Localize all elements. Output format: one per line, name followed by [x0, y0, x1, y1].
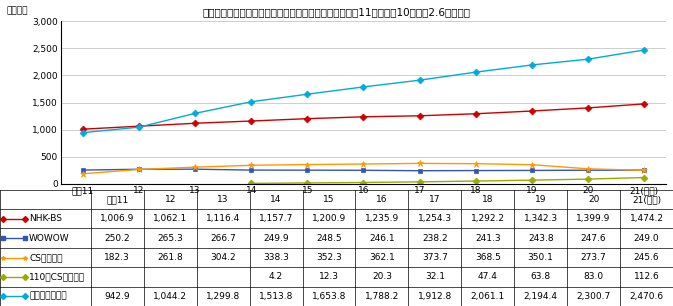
Text: 衛星放送全体では継続的に増加。ケーブルテレビは平成11年からの10年間で2.6倍と拡大: 衛星放送全体では継続的に増加。ケーブルテレビは平成11年からの10年間で2.6倍… [203, 8, 470, 18]
Text: （万件）: （万件） [6, 6, 28, 15]
Text: 110度CSデジタル: 110度CSデジタル [29, 272, 85, 282]
Text: 304.2: 304.2 [211, 253, 236, 262]
Text: 373.7: 373.7 [422, 253, 448, 262]
Text: 18: 18 [482, 195, 493, 204]
Text: 平成11: 平成11 [106, 195, 129, 204]
Text: 16: 16 [376, 195, 388, 204]
Text: 238.2: 238.2 [422, 234, 448, 243]
Text: 266.7: 266.7 [210, 234, 236, 243]
Text: 245.6: 245.6 [634, 253, 660, 262]
Text: 1,912.8: 1,912.8 [418, 292, 452, 301]
Text: 47.4: 47.4 [478, 272, 498, 282]
Text: 1,044.2: 1,044.2 [153, 292, 187, 301]
Text: 19: 19 [535, 195, 546, 204]
Text: 1,513.8: 1,513.8 [259, 292, 293, 301]
Text: 352.3: 352.3 [316, 253, 342, 262]
Text: 1,653.8: 1,653.8 [312, 292, 346, 301]
Text: ケーブルテレビ: ケーブルテレビ [29, 292, 67, 301]
Text: 83.0: 83.0 [583, 272, 604, 282]
Text: 1,235.9: 1,235.9 [365, 214, 399, 223]
Text: 2,300.7: 2,300.7 [577, 292, 610, 301]
Text: 20: 20 [588, 195, 599, 204]
Text: 182.3: 182.3 [104, 253, 130, 262]
Text: 12: 12 [165, 195, 176, 204]
Text: 350.1: 350.1 [528, 253, 554, 262]
Text: 338.3: 338.3 [263, 253, 289, 262]
Text: 250.2: 250.2 [104, 234, 130, 243]
Text: 1,200.9: 1,200.9 [312, 214, 346, 223]
Text: 1,116.4: 1,116.4 [206, 214, 240, 223]
Text: 1,342.3: 1,342.3 [524, 214, 558, 223]
Text: 1,254.3: 1,254.3 [418, 214, 452, 223]
Text: 12.3: 12.3 [319, 272, 339, 282]
Text: 247.6: 247.6 [581, 234, 606, 243]
Text: 273.7: 273.7 [581, 253, 606, 262]
Text: 1,399.9: 1,399.9 [577, 214, 611, 223]
Text: 2,470.6: 2,470.6 [629, 292, 664, 301]
Text: 249.9: 249.9 [263, 234, 289, 243]
Text: 17: 17 [429, 195, 441, 204]
Text: CSデジタル: CSデジタル [29, 253, 63, 262]
Text: 21(年度): 21(年度) [632, 195, 661, 204]
Text: 942.9: 942.9 [104, 292, 130, 301]
Text: 241.3: 241.3 [475, 234, 501, 243]
Text: 15: 15 [323, 195, 334, 204]
Text: 261.8: 261.8 [157, 253, 183, 262]
Text: 246.1: 246.1 [369, 234, 395, 243]
Text: 32.1: 32.1 [425, 272, 445, 282]
Text: 63.8: 63.8 [530, 272, 551, 282]
Text: 13: 13 [217, 195, 229, 204]
Text: WOWOW: WOWOW [29, 234, 70, 243]
Text: 2,194.4: 2,194.4 [524, 292, 558, 301]
Text: 1,474.2: 1,474.2 [629, 214, 664, 223]
Text: 1,006.9: 1,006.9 [100, 214, 135, 223]
Text: NHK-BS: NHK-BS [29, 214, 62, 223]
Text: 368.5: 368.5 [475, 253, 501, 262]
Text: 249.0: 249.0 [634, 234, 660, 243]
Text: 14: 14 [271, 195, 282, 204]
Text: 243.8: 243.8 [528, 234, 553, 243]
Text: 1,299.8: 1,299.8 [206, 292, 240, 301]
Text: 1,788.2: 1,788.2 [365, 292, 399, 301]
Text: 112.6: 112.6 [634, 272, 660, 282]
Text: 1,062.1: 1,062.1 [153, 214, 187, 223]
Text: 4.2: 4.2 [269, 272, 283, 282]
Text: 2,061.1: 2,061.1 [470, 292, 505, 301]
Text: 248.5: 248.5 [316, 234, 342, 243]
Text: 265.3: 265.3 [157, 234, 183, 243]
Text: 20.3: 20.3 [372, 272, 392, 282]
Text: 1,292.2: 1,292.2 [471, 214, 505, 223]
Text: 362.1: 362.1 [369, 253, 395, 262]
Text: 1,157.7: 1,157.7 [259, 214, 293, 223]
